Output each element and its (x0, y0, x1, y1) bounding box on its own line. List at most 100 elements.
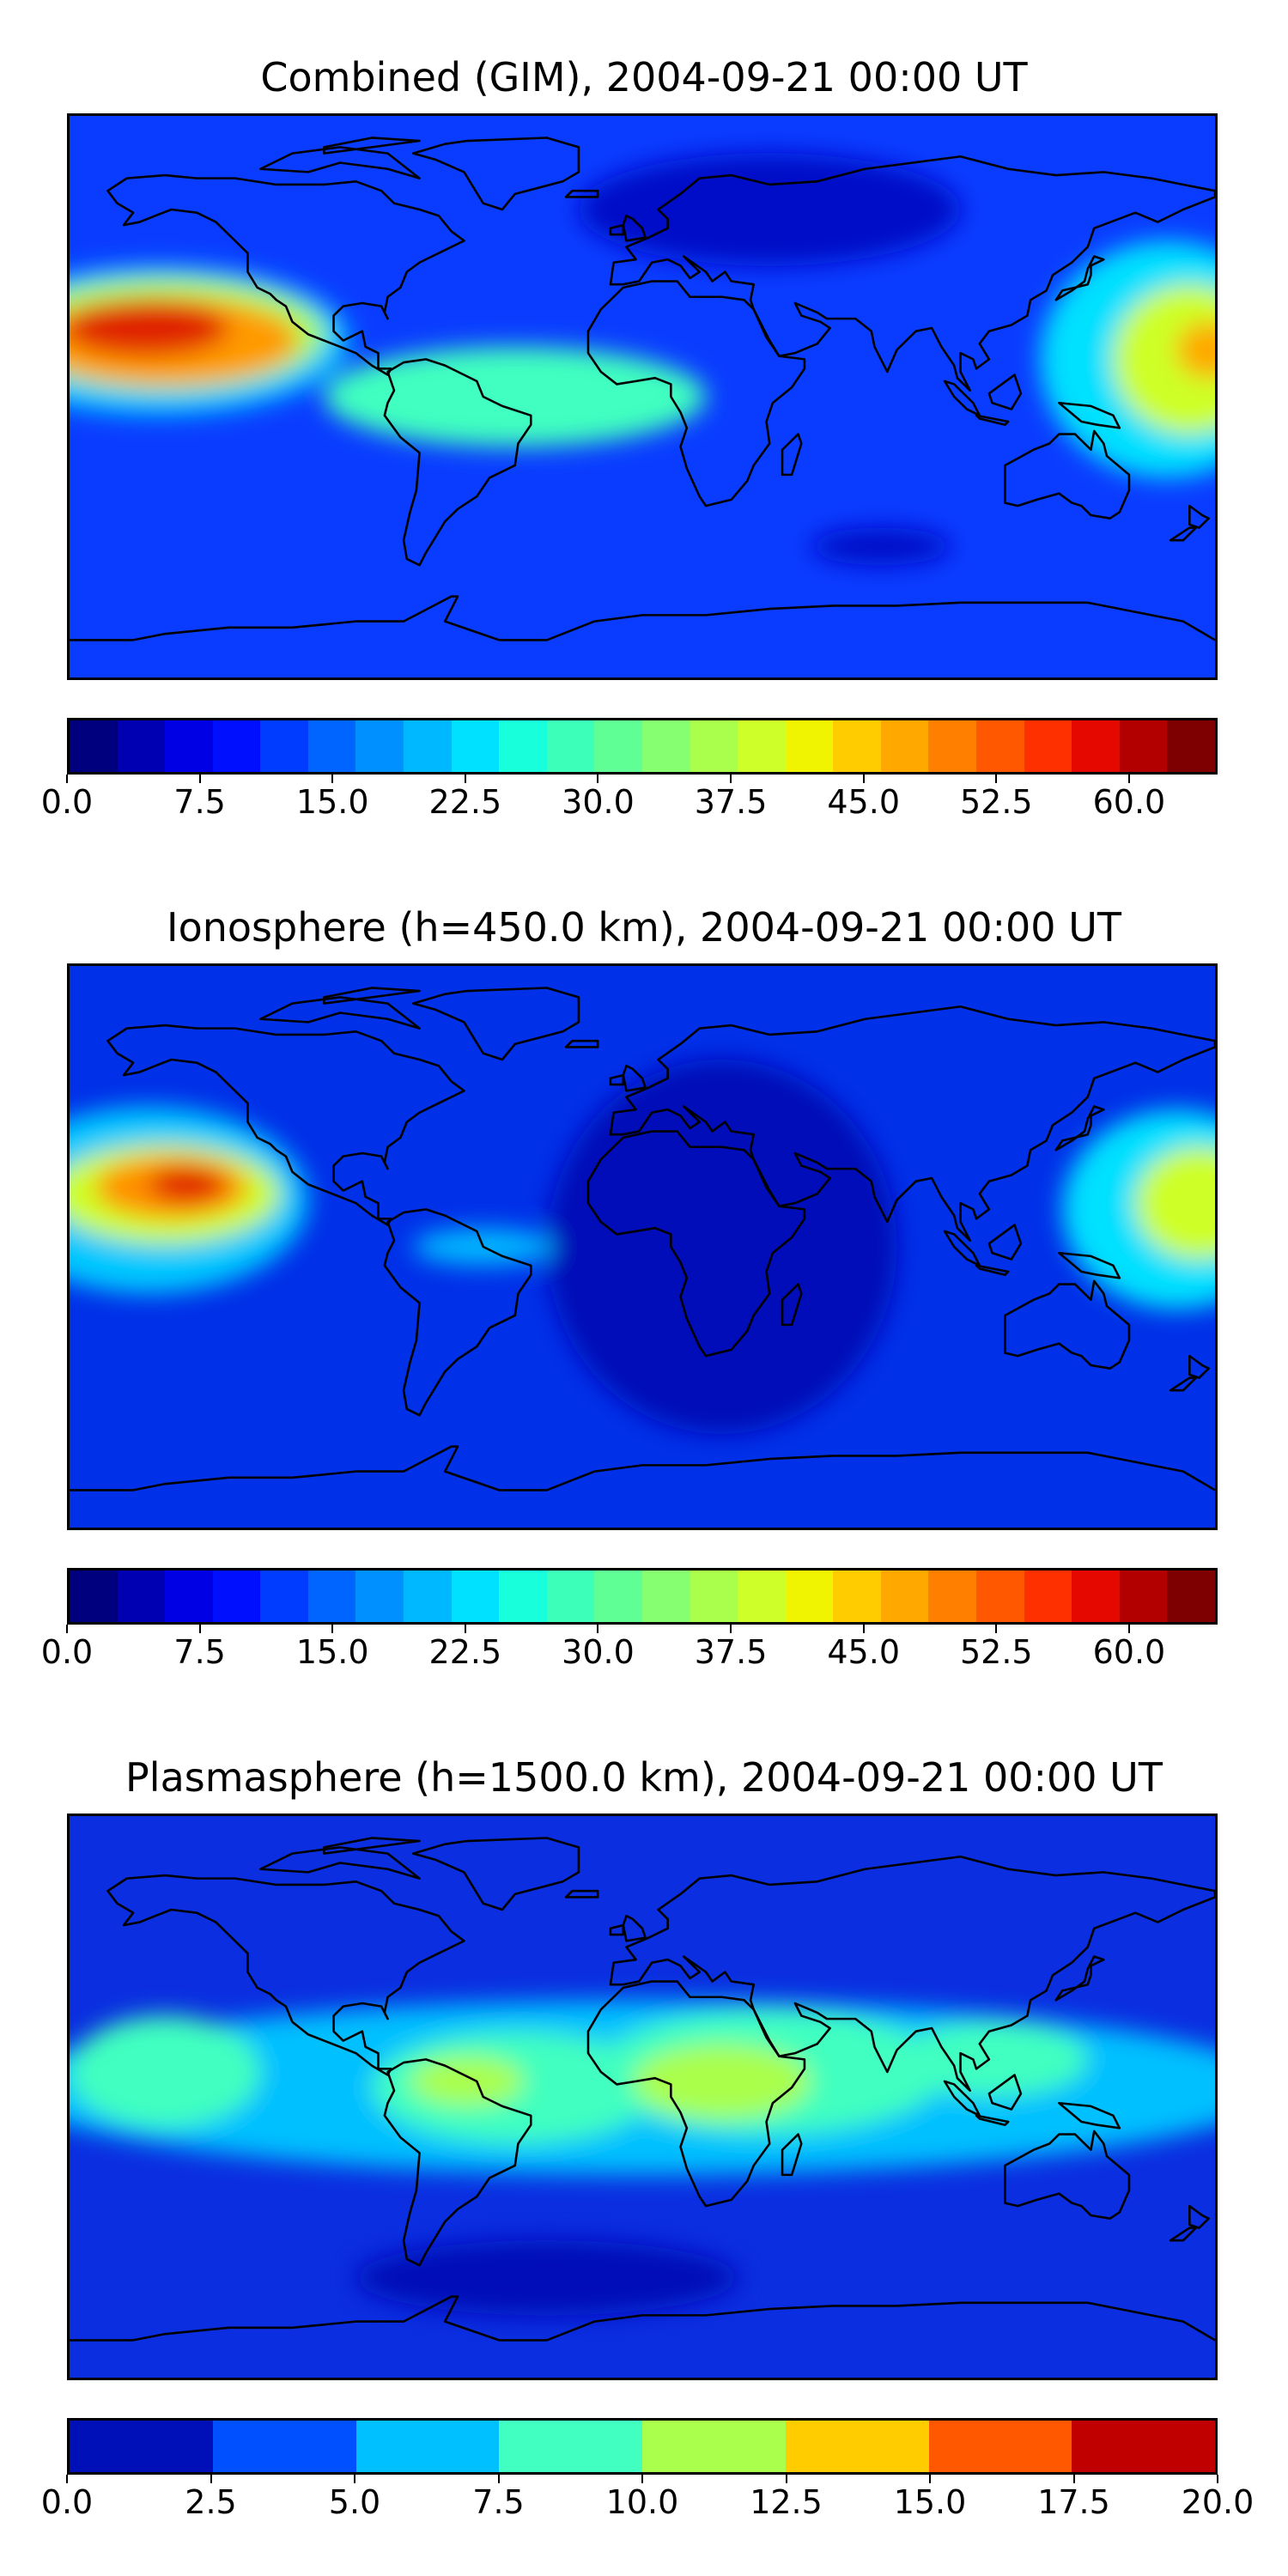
field-region (70, 2015, 261, 2129)
colorbar-segment (404, 720, 452, 772)
coastline (1188, 504, 1210, 529)
field-region (811, 527, 951, 566)
colorbar-tick-mark (1127, 1625, 1130, 1633)
coastline (70, 595, 1215, 641)
panel-2-colorbar (67, 1568, 1218, 1625)
coastline (1058, 1251, 1121, 1279)
colorbar-tick-label: 37.5 (694, 1633, 768, 1671)
field-region (355, 2240, 738, 2316)
colorbar-tick-label: 0.0 (40, 783, 94, 821)
colorbar-tick-mark (331, 775, 334, 783)
colorbar-tick-mark (641, 2475, 643, 2483)
field-region (410, 2056, 525, 2106)
coastline (781, 433, 803, 477)
coastline (1188, 2204, 1210, 2229)
panel-3-map (67, 1814, 1218, 2380)
coastline (323, 987, 421, 1005)
panel-1-map-svg (70, 116, 1215, 677)
colorbar-tick-label: 7.5 (173, 783, 226, 821)
field-region (1176, 321, 1215, 379)
coastline (987, 2074, 1023, 2111)
coastline (975, 2114, 1010, 2126)
field-region (149, 1165, 226, 1204)
colorbar-segment (1119, 720, 1168, 772)
colorbar-segment (1167, 1571, 1215, 1622)
coastline (975, 414, 1010, 426)
colorbar-segment (641, 720, 690, 772)
colorbar-segment (641, 1571, 690, 1622)
coastline (586, 1980, 806, 2208)
colorbar-tick-mark (354, 2475, 355, 2483)
colorbar-segment (212, 1571, 261, 1622)
colorbar-segment (499, 1571, 547, 1622)
colorbar-tick-mark (730, 775, 732, 783)
coastline (975, 1264, 1010, 1276)
panel-3-title: Plasmasphere (h=1500.0 km), 2004-09-21 0… (125, 1754, 1163, 1801)
colorbar-tick-label: 2.5 (185, 2483, 237, 2521)
colorbar-segment (1072, 2421, 1215, 2472)
colorbar-tick-label: 5.0 (328, 2483, 381, 2521)
coastline (586, 280, 806, 507)
colorbar-tick-mark (730, 1625, 732, 1633)
coastline (609, 1005, 1215, 1242)
colorbar-tick-mark (210, 2475, 212, 2483)
coastline (1058, 401, 1121, 429)
colorbar-segment (928, 720, 976, 772)
colorbar-segment (785, 2421, 929, 2472)
colorbar-tick-label: 60.0 (1092, 783, 1166, 821)
coastline (106, 1874, 465, 2076)
colorbar-tick-mark (66, 775, 68, 783)
coastline (411, 137, 580, 211)
coastline (1169, 526, 1198, 542)
colorbar-tick-mark (331, 1625, 334, 1633)
coastline (1188, 1354, 1210, 1379)
coastline (781, 2133, 803, 2177)
colorbar-segment (546, 1571, 595, 1622)
colorbar-segment (594, 1571, 642, 1622)
colorbar-tick-label: 22.5 (428, 1633, 502, 1671)
field-region (578, 153, 961, 266)
coastline (1054, 1955, 1105, 2002)
colorbar-segment (451, 720, 500, 772)
colorbar-segment (404, 1571, 452, 1622)
coastline (987, 1224, 1023, 1261)
colorbar-tick-label: 7.5 (472, 2483, 525, 2521)
panel-1-title: Combined (GIM), 2004-09-21 00:00 UT (260, 54, 1028, 100)
colorbar-tick-mark (1217, 2475, 1218, 2483)
colorbar-tick-mark (597, 775, 599, 783)
colorbar-tick-mark (198, 775, 201, 783)
coastline (106, 173, 465, 376)
field-region (324, 346, 707, 447)
coastline (1004, 2129, 1131, 2220)
coastline (609, 1073, 625, 1086)
panel-2-colorbar-ticks: 0.0 7.5 15.0 22.5 30.0 37.5 45.0 52.5 60.0 (0, 1625, 1288, 1676)
colorbar-segment (355, 1571, 404, 1622)
colorbar-tick-mark (995, 1625, 998, 1633)
coastline (564, 189, 599, 198)
colorbar-segment (70, 720, 118, 772)
colorbar-segment (975, 1571, 1024, 1622)
field-region (546, 1060, 897, 1434)
coastline (323, 137, 421, 155)
colorbar-segment (165, 1571, 213, 1622)
colorbar-segment (165, 720, 213, 772)
colorbar-segment (260, 1571, 308, 1622)
colorbar-segment (1024, 720, 1072, 772)
panel-1-map (67, 113, 1218, 680)
colorbar-segment (451, 1571, 500, 1622)
coastline (609, 155, 1215, 392)
coastline (106, 1024, 465, 1226)
colorbar-segment (738, 720, 786, 772)
coastline (609, 223, 625, 236)
colorbar-tick-label: 45.0 (827, 1633, 900, 1671)
coastline (383, 1208, 532, 1417)
coastline (70, 1445, 1215, 1492)
colorbar-tick-mark (862, 775, 865, 783)
panel-2-map (67, 963, 1218, 1530)
colorbar-tick-label: 10.0 (605, 2483, 679, 2521)
colorbar-tick-label: 15.0 (295, 1633, 369, 1671)
colorbar-segment (785, 1571, 834, 1622)
colorbar-segment (594, 720, 642, 772)
panel-3-map-svg (70, 1816, 1215, 2378)
coastline (259, 146, 421, 179)
